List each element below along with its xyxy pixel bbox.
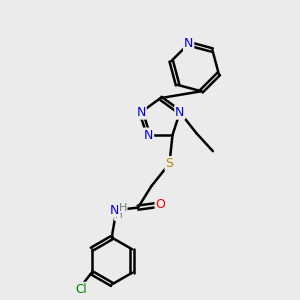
Text: H: H — [119, 202, 127, 213]
Text: N: N — [110, 203, 120, 217]
Text: N: N — [110, 203, 120, 217]
Text: S: S — [166, 157, 173, 170]
Text: N: N — [144, 128, 153, 142]
Text: O: O — [156, 198, 165, 211]
Text: N: N — [175, 106, 184, 119]
Text: N: N — [184, 37, 193, 50]
Text: Cl: Cl — [75, 283, 87, 296]
Text: H: H — [115, 210, 123, 220]
Text: N: N — [136, 106, 146, 119]
